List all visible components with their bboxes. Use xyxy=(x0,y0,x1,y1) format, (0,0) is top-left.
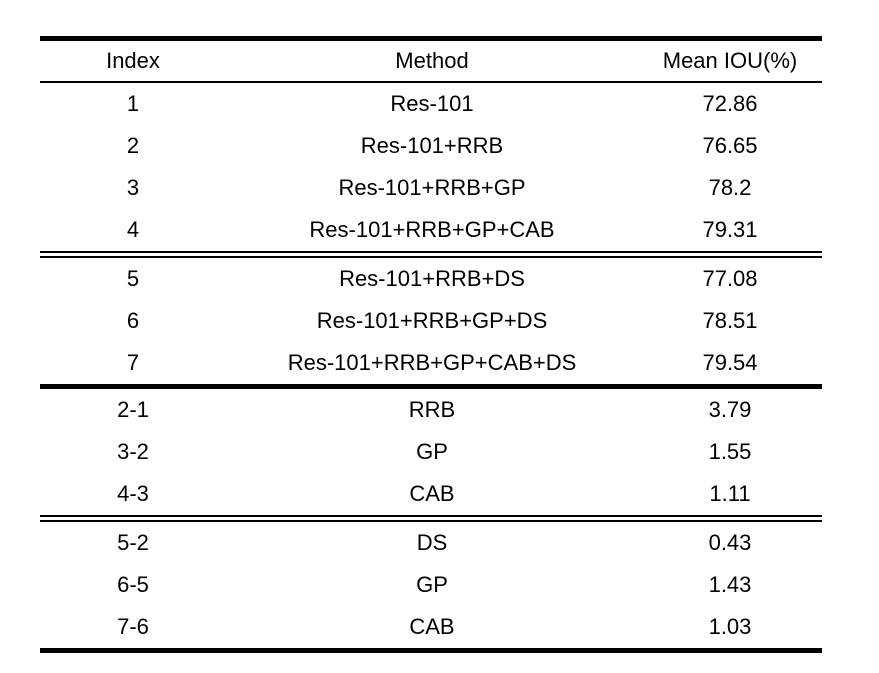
index-cell: 6 xyxy=(126,308,140,333)
method-cell: Res-101+RRB+GP xyxy=(338,175,526,200)
mean-iou-cell: 78.2 xyxy=(708,175,752,200)
method-cell: CAB xyxy=(409,481,455,506)
method-cell: Res-101 xyxy=(390,91,474,116)
table-row: 2-1 RRB 3.79 xyxy=(40,389,822,431)
table-row: 1 Res-101 72.86 xyxy=(40,83,822,125)
index-cell: 5 xyxy=(126,266,140,291)
index-cell: 2 xyxy=(126,133,140,158)
method-cell: Res-101+RRB+DS xyxy=(339,266,525,291)
group-double-rule xyxy=(40,251,822,258)
mean-iou-cell: 1.11 xyxy=(709,481,751,506)
table-row: 6 Res-101+RRB+GP+DS 78.51 xyxy=(40,300,822,342)
table-row: 6-5 GP 1.43 xyxy=(40,564,822,606)
mean-iou-cell: 72.86 xyxy=(702,91,758,116)
table-body: 1 Res-101 72.86 2 Res-101+RRB 76.65 3 Res-101+R… xyxy=(40,83,822,648)
header-mean-iou: Mean IOU(%) xyxy=(662,48,798,73)
method-cell: Res-101+RRB+GP+DS xyxy=(316,308,548,333)
index-cell: 4 xyxy=(126,217,140,242)
results-table: Index Method Mean IOU(%) 1 Res-101 72.86 2 R… xyxy=(40,36,822,653)
table-row: 2 Res-101+RRB 76.65 xyxy=(40,125,822,167)
table-row: 4 Res-101+RRB+GP+CAB 79.31 xyxy=(40,209,822,251)
header-index: Index xyxy=(106,48,160,73)
mean-iou-cell: 76.65 xyxy=(702,133,758,158)
method-cell: RRB xyxy=(408,397,456,422)
table-row: 3-2 GP 1.55 xyxy=(40,431,822,473)
table-row: 5 Res-101+RRB+DS 77.08 xyxy=(40,258,822,300)
group-double-rule xyxy=(40,515,822,522)
method-cell: GP xyxy=(416,439,448,464)
index-cell: 7 xyxy=(126,350,140,375)
index-cell: 1 xyxy=(126,91,140,116)
table-row: 7 Res-101+RRB+GP+CAB+DS 79.54 xyxy=(40,342,822,384)
mean-iou-cell: 79.54 xyxy=(702,350,758,375)
index-cell: 6-5 xyxy=(117,572,149,597)
method-cell: CAB xyxy=(409,614,455,639)
mean-iou-cell: 0.43 xyxy=(708,530,752,555)
method-cell: DS xyxy=(416,530,448,555)
bottom-rule xyxy=(40,648,822,653)
top-rule xyxy=(40,36,822,41)
index-cell: 2-1 xyxy=(117,397,149,422)
index-cell: 3 xyxy=(126,175,140,200)
header-row: Index Method Mean IOU(%) xyxy=(40,41,822,81)
header-method: Method xyxy=(395,48,469,73)
index-cell: 5-2 xyxy=(117,530,149,555)
index-cell: 7-6 xyxy=(117,614,149,639)
table-row: 7-6 CAB 1.03 xyxy=(40,606,822,648)
mean-iou-cell: 79.31 xyxy=(702,217,758,242)
mean-iou-cell: 3.79 xyxy=(708,397,752,422)
header-rule xyxy=(40,81,822,83)
mean-iou-cell: 77.08 xyxy=(702,266,758,291)
index-cell: 4-3 xyxy=(117,481,149,506)
method-cell: GP xyxy=(416,572,448,597)
table-row: 4-3 CAB 1.11 xyxy=(40,473,822,515)
mean-iou-cell: 78.51 xyxy=(702,308,758,333)
mean-iou-cell: 1.55 xyxy=(708,439,752,464)
mean-iou-cell: 1.03 xyxy=(708,614,752,639)
table-row: 5-2 DS 0.43 xyxy=(40,522,822,564)
method-cell: Res-101+RRB+GP+CAB xyxy=(309,217,555,242)
mean-iou-cell: 1.43 xyxy=(708,572,752,597)
group-rule xyxy=(40,384,822,389)
table-row: 3 Res-101+RRB+GP 78.2 xyxy=(40,167,822,209)
method-cell: Res-101+RRB xyxy=(360,133,504,158)
index-cell: 3-2 xyxy=(117,439,149,464)
method-cell: Res-101+RRB+GP+CAB+DS xyxy=(287,350,577,375)
